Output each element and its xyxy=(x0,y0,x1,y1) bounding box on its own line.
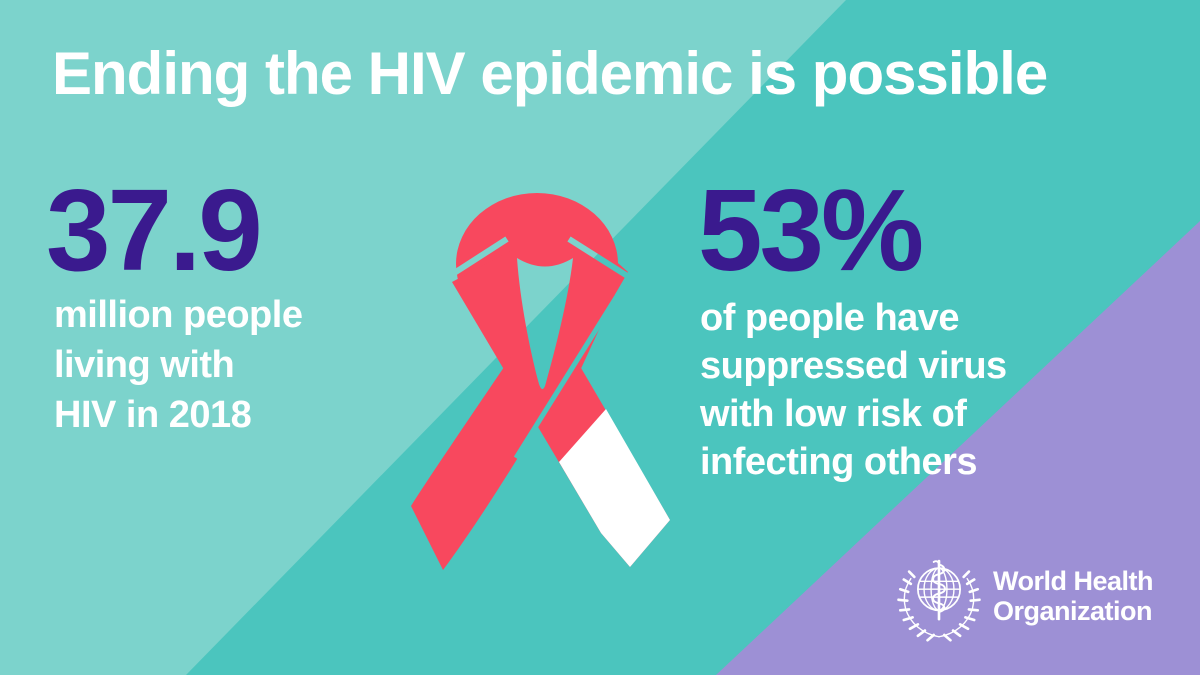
who-wordmark: World Health Organization xyxy=(993,566,1154,626)
who-emblem-icon xyxy=(897,559,981,642)
stat-label-line: infecting others xyxy=(700,441,978,483)
who-wordmark-line1: World Health xyxy=(993,566,1154,596)
background-light-band xyxy=(0,0,846,675)
stat-label-line: of people have xyxy=(700,297,960,339)
stat-label-suppressed-virus: of people have suppressed virus with low… xyxy=(700,294,1007,486)
who-wordmark-line2: Organization xyxy=(993,596,1153,626)
page-title: Ending the HIV epidemic is possible xyxy=(52,40,1048,107)
stat-label-line: HIV in 2018 xyxy=(54,394,252,436)
stat-value-suppressed-virus: 53% xyxy=(698,165,924,295)
stat-label-line: with low risk of xyxy=(700,393,967,435)
stat-value-people-living-with-hiv: 37.9 xyxy=(46,165,263,295)
stat-label-people-living-with-hiv: million people living with HIV in 2018 xyxy=(54,290,303,440)
who-footer: World Health Organization xyxy=(895,554,1185,664)
stat-label-line: suppressed virus xyxy=(700,345,1007,387)
ribbon-white-tail xyxy=(559,409,670,567)
red-ribbon-icon xyxy=(411,193,670,570)
stat-label-line: living with xyxy=(54,344,235,386)
stat-label-line: million people xyxy=(54,294,303,336)
purple-corner-triangle xyxy=(716,221,1200,675)
